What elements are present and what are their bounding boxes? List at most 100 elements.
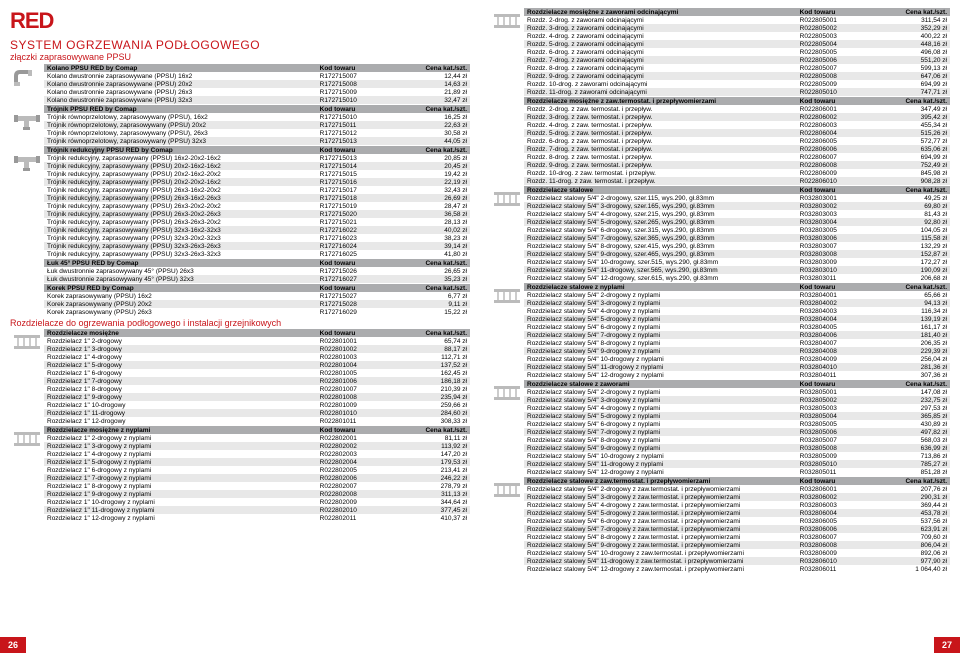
cell-price: 9,11 zł	[393, 300, 470, 308]
col-code: Kod towaru	[797, 477, 874, 485]
cell-price: 81,43 zł	[873, 210, 950, 218]
cell-price: 568,03 zł	[873, 436, 950, 444]
cell-price: 709,60 zł	[873, 533, 950, 541]
cell-price: 186,18 zł	[393, 377, 470, 385]
cell-price: 410,37 zł	[393, 514, 470, 522]
cell-name: Rozdzielacz stalowy 5/4" 11-drogowy z za…	[524, 557, 797, 565]
cell-name: Rozdzielacz stalowy 5/4" 8-drogowy, szer…	[524, 242, 797, 250]
cell-code: R022801011	[317, 417, 394, 425]
cell-code: R172716023	[317, 234, 394, 242]
cell-price: 162,45 zł	[393, 369, 470, 377]
cell-name: Rozdz. 11-drog. z zaw. termostat. i prze…	[524, 177, 797, 185]
cell-code: R032804009	[797, 355, 874, 363]
cell-code: R032803011	[797, 274, 874, 282]
cell-price: 137,52 zł	[393, 361, 470, 369]
product-thumb	[10, 146, 44, 258]
col-price: Cena kat./szt.	[393, 284, 470, 292]
cell-name: Rozdzielacz stalowy 5/4" 10-drogowy z za…	[524, 549, 797, 557]
cell-name: Kolano dwustronnie zaprasowywane (PPSU) …	[44, 96, 317, 104]
cell-name: Rozdzielacz stalowy 5/4" 11-drogowy, sze…	[524, 266, 797, 274]
cell-price: 22,19 zł	[393, 178, 470, 186]
table-row: Rozdz. 2-drog. z zaworami odcinającymiR0…	[524, 16, 950, 24]
col-code: Kod towaru	[317, 64, 394, 72]
cell-code: R022801007	[317, 385, 394, 393]
price-table: Rozdzielacze stalowe z nyplamiKod towaru…	[524, 283, 950, 379]
cell-code: R022805001	[797, 16, 874, 24]
cell-code: R022806001	[797, 105, 874, 113]
cell-price: 104,05 zł	[873, 226, 950, 234]
cell-price: 32,47 zł	[393, 96, 470, 104]
table-group-header: Rozdzielacze mosiężne z nyplami	[44, 426, 317, 434]
cell-code: R172715018	[317, 194, 394, 202]
table-row: Rozdzielacz stalowy 5/4" 5-drogowy, szer…	[524, 218, 950, 226]
cell-code: R022802010	[317, 506, 394, 514]
price-table: Rozdzielacze mosiężneKod towaruCena kat.…	[44, 329, 470, 425]
cell-name: Rozdzielacz stalowy 5/4" 5-drogowy z nyp…	[524, 315, 797, 323]
cell-name: Rozdzielacz stalowy 5/4" 9-drogowy, szer…	[524, 250, 797, 258]
table-row: Rozdzielacz 1" 9-drogowy z nyplamiR02280…	[44, 490, 470, 498]
table-row: Rozdzielacz stalowy 5/4" 9-drogowy z nyp…	[524, 347, 950, 355]
cell-name: Rozdz. 6-drog. z zaw. termostat. i przep…	[524, 137, 797, 145]
table-row: Korek zaprasowywany (PPSU) 26x3R17271602…	[44, 308, 470, 316]
cell-name: Rozdz. 8-drog. z zaw. termostat. i przep…	[524, 153, 797, 161]
cell-name: Łuk dwustronnie zaprasowywany 45° (PPSU)…	[44, 275, 317, 283]
cell-code: R032806001	[797, 485, 874, 493]
cell-name: Rozdzielacz 1" 8-drogowy z nyplami	[44, 482, 317, 490]
cell-code: R032804006	[797, 331, 874, 339]
table-row: Rozdzielacz stalowy 5/4" 6-drogowy z zaw…	[524, 517, 950, 525]
table-row: Rozdzielacz 1" 3-drogowyR02280100288,17 …	[44, 345, 470, 353]
table-row: Trójnik redukcyjny, zaprasowywany (PPSU)…	[44, 226, 470, 234]
cell-price: 28,47 zł	[393, 202, 470, 210]
col-code: Kod towaru	[797, 283, 874, 291]
table-row: Rozdzielacz stalowy 5/4" 2-drogowy, szer…	[524, 194, 950, 202]
cell-code: R172715016	[317, 178, 394, 186]
table-row: Rozdzielacz stalowy 5/4" 9-drogowy z nyp…	[524, 444, 950, 452]
table-row: Rozdzielacz 1" 8-drogowy z nyplamiR02280…	[44, 482, 470, 490]
cell-price: 369,44 zł	[873, 501, 950, 509]
table-row: Rozdzielacz stalowy 5/4" 9-drogowy z zaw…	[524, 541, 950, 549]
cell-code: R172715013	[317, 154, 394, 162]
table-row: Rozdzielacz 1" 11-drogowy z nyplamiR0228…	[44, 506, 470, 514]
table-row: Rozdzielacz 1" 10-drogowy z nyplamiR0228…	[44, 498, 470, 506]
cell-code: R172716027	[317, 275, 394, 283]
cell-price: 623,91 zł	[873, 525, 950, 533]
cell-code: R032805007	[797, 436, 874, 444]
cell-code: R032804011	[797, 371, 874, 379]
cell-code: R022805008	[797, 72, 874, 80]
cell-price: 69,80 zł	[873, 202, 950, 210]
cell-name: Rozdzielacz 1" 5-drogowy	[44, 361, 317, 369]
cell-price: 36,58 zł	[393, 210, 470, 218]
cell-name: Rozdz. 6-drog. z zaworami odcinającymi	[524, 48, 797, 56]
cell-name: Rozdzielacz 1" 9-drogowy z nyplami	[44, 490, 317, 498]
table-row: Rozdzielacz stalowy 5/4" 11-drogowy, sze…	[524, 266, 950, 274]
table-row: Rozdz. 8-drog. z zaw. termostat. i przep…	[524, 153, 950, 161]
cell-code: R022802009	[317, 498, 394, 506]
table-row: Rozdzielacz stalowy 5/4" 2-drogowy z zaw…	[524, 485, 950, 493]
cell-name: Kolano dwustronnie zaprasowywane (PPSU) …	[44, 80, 317, 88]
cell-code: R032806010	[797, 557, 874, 565]
cell-name: Rozdzielacz stalowy 5/4" 2-drogowy z nyp…	[524, 291, 797, 299]
cell-price: 32,43 zł	[393, 186, 470, 194]
cell-price: 785,27 zł	[873, 460, 950, 468]
table-row: Rozdz. 5-drog. z zaw. termostat. i przep…	[524, 129, 950, 137]
cell-name: Trójnik równoprzelotowy, zaprasowywany (…	[44, 113, 317, 121]
table-row: Rozdzielacz stalowy 5/4" 8-drogowy z nyp…	[524, 436, 950, 444]
cell-code: R032805011	[797, 468, 874, 476]
cell-code: R172716025	[317, 250, 394, 258]
cell-name: Rozdzielacz stalowy 5/4" 12-drogowy z za…	[524, 565, 797, 573]
table-row: Korek zaprasowywany (PPSU) 16x2R17271502…	[44, 292, 470, 300]
table-row: Rozdzielacz 1" 5-drogowyR022801004137,52…	[44, 361, 470, 369]
cell-price: 497,82 zł	[873, 428, 950, 436]
table-row: Trójnik równoprzelotowy, zaprasowywany (…	[44, 121, 470, 129]
cell-code: R022805010	[797, 88, 874, 96]
cell-price: 455,34 zł	[873, 121, 950, 129]
col-code: Kod towaru	[317, 259, 394, 267]
cell-price: 647,06 zł	[873, 72, 950, 80]
table-group-header: Rozdzielacze stalowe z zaw.termostat. i …	[524, 477, 797, 485]
cell-price: 977,90 zł	[873, 557, 950, 565]
cell-name: Łuk dwustronnie zaprasowywany 45° (PPSU)…	[44, 267, 317, 275]
cell-code: R022801003	[317, 353, 394, 361]
cell-name: Rozdzielacz stalowy 5/4" 10-drogowy z ny…	[524, 452, 797, 460]
cell-price: 210,39 zł	[393, 385, 470, 393]
table-row: Rozdzielacz stalowy 5/4" 4-drogowy z zaw…	[524, 501, 950, 509]
